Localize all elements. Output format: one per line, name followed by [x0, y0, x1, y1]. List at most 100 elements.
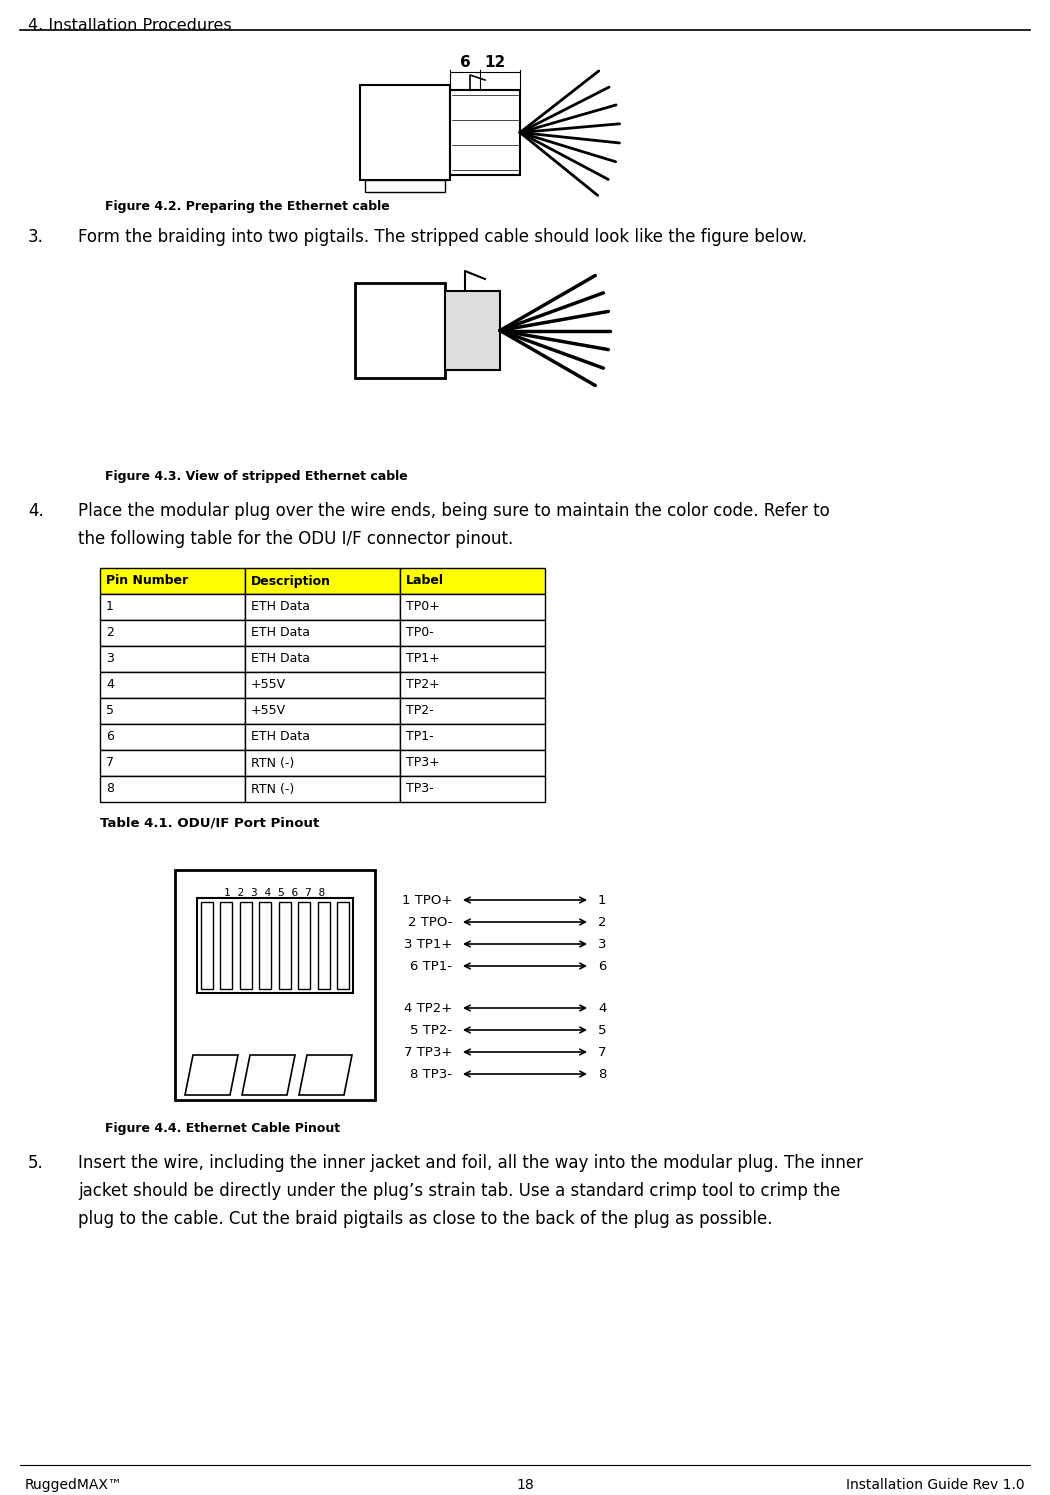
Bar	[279, 901, 291, 990]
Text: 4.: 4.	[28, 502, 44, 520]
Text: 2: 2	[598, 915, 607, 928]
Text: jacket should be directly under the plug’s strain tab. Use a standard crimp tool: jacket should be directly under the plug…	[78, 1183, 840, 1200]
Bar	[298, 901, 310, 990]
Text: RTN (-): RTN (-)	[251, 782, 294, 795]
Bar	[245, 698, 400, 724]
Bar	[450, 90, 520, 175]
Text: 3 TP1+: 3 TP1+	[403, 937, 452, 951]
Bar	[100, 671, 245, 698]
Bar	[400, 568, 545, 594]
Text: TP3+: TP3+	[406, 756, 440, 770]
Bar	[245, 568, 400, 594]
Text: Insert the wire, including the inner jacket and foil, all the way into the modul: Insert the wire, including the inner jac…	[78, 1154, 863, 1172]
Text: 4: 4	[598, 1002, 607, 1015]
Bar	[360, 85, 450, 179]
Text: 6 TP1-: 6 TP1-	[410, 960, 452, 973]
Bar	[197, 898, 353, 993]
Text: Place the modular plug over the wire ends, being sure to maintain the color code: Place the modular plug over the wire end…	[78, 502, 830, 520]
Text: 3.: 3.	[28, 229, 44, 247]
Bar	[100, 776, 245, 801]
Text: 6: 6	[106, 731, 113, 743]
Bar	[400, 724, 545, 750]
Text: 8: 8	[598, 1067, 607, 1081]
Bar	[445, 292, 500, 369]
Polygon shape	[185, 1055, 238, 1094]
Bar	[100, 568, 245, 594]
Bar	[239, 901, 252, 990]
Bar	[100, 750, 245, 776]
Bar	[245, 671, 400, 698]
Text: 6: 6	[460, 55, 470, 70]
Bar	[245, 750, 400, 776]
Bar	[355, 283, 445, 378]
Bar	[365, 179, 445, 191]
Text: 8 TP3-: 8 TP3-	[410, 1067, 452, 1081]
Text: 5.: 5.	[28, 1154, 44, 1172]
Text: 7 TP3+: 7 TP3+	[403, 1045, 452, 1058]
Text: TP0+: TP0+	[406, 601, 440, 613]
Bar	[400, 594, 545, 620]
Text: Installation Guide Rev 1.0: Installation Guide Rev 1.0	[846, 1479, 1025, 1492]
Text: Form the braiding into two pigtails. The stripped cable should look like the fig: Form the braiding into two pigtails. The…	[78, 229, 807, 247]
Text: 6: 6	[598, 960, 607, 973]
Text: plug to the cable. Cut the braid pigtails as close to the back of the plug as po: plug to the cable. Cut the braid pigtail…	[78, 1209, 773, 1227]
Bar	[245, 620, 400, 646]
Text: +55V: +55V	[251, 679, 286, 692]
Text: 3: 3	[106, 652, 113, 665]
Text: TP3-: TP3-	[406, 782, 434, 795]
Bar	[245, 724, 400, 750]
Text: Figure 4.4. Ethernet Cable Pinout: Figure 4.4. Ethernet Cable Pinout	[105, 1123, 340, 1135]
Polygon shape	[299, 1055, 352, 1094]
Text: 1 2 3 4 5 6 7 8: 1 2 3 4 5 6 7 8	[225, 888, 326, 898]
Text: 4: 4	[106, 679, 113, 692]
Bar	[100, 646, 245, 671]
Bar	[201, 901, 212, 990]
Text: 8: 8	[106, 782, 114, 795]
Text: Description: Description	[251, 574, 331, 588]
Text: 5 TP2-: 5 TP2-	[410, 1024, 452, 1036]
Text: 5: 5	[598, 1024, 607, 1036]
Bar	[100, 594, 245, 620]
Bar	[100, 724, 245, 750]
Bar	[400, 671, 545, 698]
Bar	[245, 646, 400, 671]
Text: 4 TP2+: 4 TP2+	[404, 1002, 452, 1015]
Text: 3: 3	[598, 937, 607, 951]
Text: Figure 4.3. View of stripped Ethernet cable: Figure 4.3. View of stripped Ethernet ca…	[105, 469, 407, 483]
Text: Label: Label	[406, 574, 444, 588]
Text: 7: 7	[598, 1045, 607, 1058]
Text: TP1+: TP1+	[406, 652, 440, 665]
Text: 18: 18	[517, 1479, 533, 1492]
Bar	[318, 901, 330, 990]
Bar	[337, 901, 349, 990]
Text: the following table for the ODU I/F connector pinout.: the following table for the ODU I/F conn…	[78, 531, 513, 549]
Text: +55V: +55V	[251, 704, 286, 718]
Bar	[220, 901, 232, 990]
Text: 1: 1	[106, 601, 113, 613]
Bar	[400, 698, 545, 724]
Text: ETH Data: ETH Data	[251, 601, 310, 613]
Text: Figure 4.2. Preparing the Ethernet cable: Figure 4.2. Preparing the Ethernet cable	[105, 200, 390, 212]
Text: 4. Installation Procedures: 4. Installation Procedures	[28, 18, 232, 33]
Bar	[400, 620, 545, 646]
Bar	[259, 901, 271, 990]
Bar	[245, 776, 400, 801]
Bar	[100, 620, 245, 646]
Text: ETH Data: ETH Data	[251, 731, 310, 743]
Text: TP1-: TP1-	[406, 731, 434, 743]
Text: ETH Data: ETH Data	[251, 626, 310, 640]
Text: 1 TPO+: 1 TPO+	[401, 894, 452, 906]
Bar	[400, 646, 545, 671]
Text: TP2-: TP2-	[406, 704, 434, 718]
Text: RTN (-): RTN (-)	[251, 756, 294, 770]
Text: TP2+: TP2+	[406, 679, 440, 692]
Text: Pin Number: Pin Number	[106, 574, 188, 588]
Bar	[400, 750, 545, 776]
Text: TP0-: TP0-	[406, 626, 434, 640]
Text: RuggedMAX™: RuggedMAX™	[25, 1479, 123, 1492]
Bar	[175, 870, 375, 1100]
Text: Table 4.1. ODU/IF Port Pinout: Table 4.1. ODU/IF Port Pinout	[100, 816, 319, 830]
Bar	[245, 594, 400, 620]
Bar	[100, 698, 245, 724]
Bar	[400, 776, 545, 801]
